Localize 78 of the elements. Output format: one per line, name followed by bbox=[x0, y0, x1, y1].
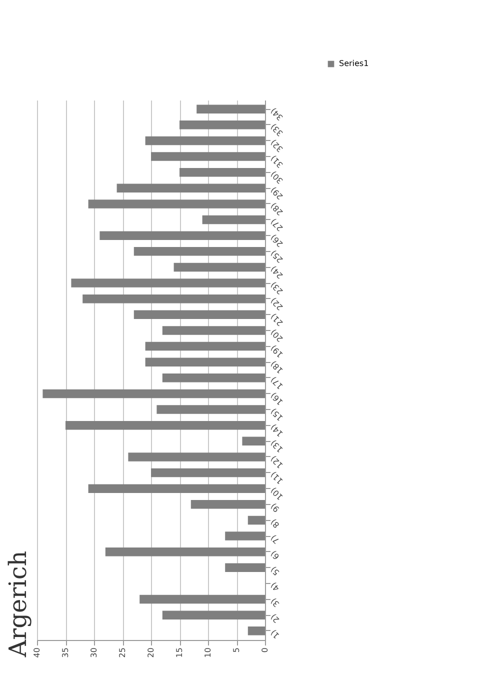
y-tick-label: 5) bbox=[268, 564, 282, 578]
bar bbox=[248, 626, 265, 636]
bar bbox=[145, 342, 265, 351]
y-tick-label: 22) bbox=[268, 296, 285, 312]
y-tick-label: 25) bbox=[268, 248, 285, 264]
y-tick-label: 31) bbox=[268, 154, 285, 170]
y-tick-label: 21) bbox=[268, 312, 285, 328]
y-tick-label: 6) bbox=[268, 549, 282, 562]
bar bbox=[162, 374, 265, 382]
y-tick-label: 11) bbox=[268, 470, 285, 486]
bar bbox=[162, 610, 265, 620]
bar bbox=[134, 310, 265, 320]
x-tick-label: 40 bbox=[32, 648, 42, 658]
y-tick-label: 18) bbox=[268, 359, 285, 376]
y-tick-label: 23) bbox=[268, 280, 285, 296]
y-tick-label: 28) bbox=[268, 201, 285, 217]
bar bbox=[225, 563, 265, 572]
x-tick-label: 0 bbox=[260, 648, 270, 653]
x-tick-label: 30 bbox=[90, 648, 98, 658]
bar bbox=[202, 215, 265, 224]
bar bbox=[225, 532, 265, 540]
bar bbox=[66, 420, 265, 430]
y-tick-label: 20) bbox=[268, 328, 285, 344]
x-tick-label: 20 bbox=[146, 648, 156, 658]
bar bbox=[82, 294, 265, 304]
bar bbox=[248, 516, 265, 525]
bar bbox=[151, 468, 265, 478]
y-tick-label: 10) bbox=[268, 486, 285, 502]
x-tick-label: 5 bbox=[232, 648, 241, 653]
bar bbox=[88, 200, 265, 208]
y-tick-label: 30) bbox=[268, 170, 285, 186]
x-tick-label: 15 bbox=[175, 648, 184, 658]
bar bbox=[71, 278, 265, 288]
bar bbox=[134, 247, 265, 256]
y-tick-label: 14) bbox=[268, 422, 285, 438]
y-tick-label: 27) bbox=[268, 216, 285, 233]
x-tick-label: 10 bbox=[204, 648, 212, 658]
bar bbox=[100, 231, 265, 240]
y-tick-label: 17) bbox=[268, 375, 285, 391]
bar bbox=[242, 436, 265, 446]
bar bbox=[151, 152, 265, 161]
bar bbox=[116, 184, 265, 193]
y-tick-label: 32) bbox=[268, 138, 285, 154]
y-tick-label: 3) bbox=[268, 596, 282, 609]
y-tick-label: 13) bbox=[268, 438, 285, 454]
bar bbox=[88, 484, 265, 493]
y-tick-label: 7) bbox=[268, 533, 282, 546]
bar bbox=[128, 452, 265, 462]
y-tick-label: 24) bbox=[268, 264, 285, 280]
y-tick-label: 8) bbox=[268, 517, 282, 530]
bar bbox=[140, 594, 265, 604]
y-tick-label: 29) bbox=[268, 185, 285, 202]
bar bbox=[156, 405, 265, 414]
bar bbox=[190, 500, 265, 509]
y-tick-label: 1) bbox=[268, 628, 282, 640]
x-tick-label: 25 bbox=[118, 648, 127, 658]
x-tick-label: 35 bbox=[61, 648, 70, 658]
bar bbox=[42, 389, 265, 398]
bar bbox=[145, 358, 265, 366]
y-tick-label: 12) bbox=[268, 454, 285, 470]
y-tick-label: 2) bbox=[268, 612, 282, 624]
bar bbox=[180, 120, 265, 130]
bar bbox=[162, 326, 265, 335]
y-tick-label: 26) bbox=[268, 232, 285, 249]
text: Argerich bbox=[4, 550, 32, 658]
y-tick-label: 9) bbox=[268, 502, 282, 514]
bar bbox=[174, 262, 265, 272]
y-tick-label: 16) bbox=[268, 390, 285, 407]
y-tick-label: 34) bbox=[268, 106, 285, 122]
bar bbox=[196, 104, 265, 114]
bar bbox=[180, 168, 265, 177]
y-tick-label: 19) bbox=[268, 343, 285, 360]
legend-label: Series1 bbox=[339, 59, 369, 68]
bar bbox=[105, 547, 265, 556]
y-tick-label: 4) bbox=[268, 580, 282, 593]
y-tick-label: 15) bbox=[268, 406, 285, 422]
y-tick-label: 33) bbox=[268, 122, 285, 138]
bar bbox=[145, 136, 265, 146]
